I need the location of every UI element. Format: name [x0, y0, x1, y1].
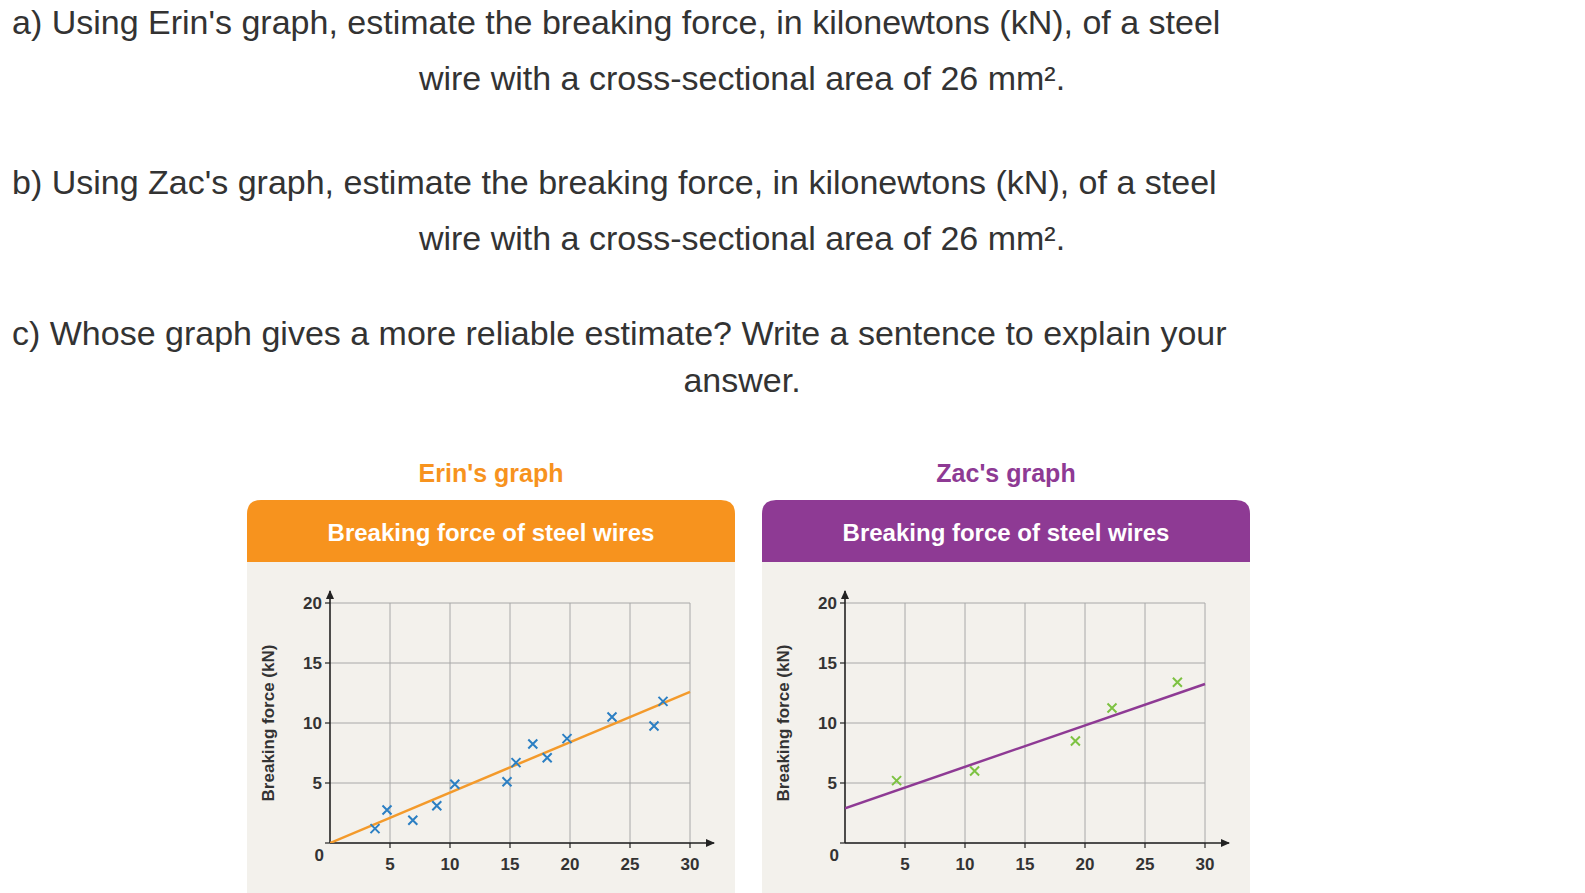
chart-title: Breaking force of steel wires	[328, 519, 655, 546]
data-point	[512, 758, 521, 767]
tick	[840, 602, 845, 603]
tick-label: 5	[385, 855, 394, 874]
tick	[1084, 843, 1085, 848]
grid-line	[330, 663, 690, 664]
tick-label: 0	[830, 846, 839, 865]
question-text: wire with a cross-sectional area of 26 m…	[418, 219, 1065, 257]
tick-label: 30	[1196, 855, 1215, 874]
tick	[904, 843, 905, 848]
tick-label: 10	[303, 714, 322, 733]
tick	[1144, 843, 1145, 848]
tick-label: 5	[313, 774, 322, 793]
tick	[840, 842, 845, 843]
tick-label: 5	[900, 855, 909, 874]
best-fit-line	[845, 684, 1205, 808]
header-bar	[762, 500, 1250, 562]
question-text: wire with a cross-sectional area of 26 m…	[418, 59, 1065, 97]
chart-title: Breaking force of steel wires	[843, 519, 1170, 546]
y-axis	[329, 591, 331, 843]
tick-label: 5	[828, 774, 837, 793]
tick	[325, 722, 330, 723]
tick	[569, 843, 570, 848]
data-point	[408, 816, 417, 825]
best-fit-line	[330, 692, 690, 843]
tick-label: 15	[303, 654, 322, 673]
axis-label: Breaking force (kN)	[774, 645, 793, 802]
tick-label: 20	[1076, 855, 1095, 874]
tick	[840, 662, 845, 663]
data-point	[650, 722, 659, 731]
tick	[840, 782, 845, 783]
y-axis	[844, 591, 846, 843]
plot-background	[247, 562, 735, 893]
tick	[1024, 843, 1025, 848]
tick-label: 15	[1016, 855, 1035, 874]
data-point	[1173, 678, 1182, 687]
question-text: c) Whose graph gives a more reliable est…	[12, 314, 1227, 352]
marks	[845, 678, 1205, 809]
x-axis	[845, 842, 1229, 844]
tick	[449, 843, 450, 848]
data-point	[503, 777, 512, 786]
x-axis	[330, 842, 714, 844]
data-point	[543, 753, 552, 762]
question-text: a) Using Erin's graph, estimate the brea…	[12, 3, 1220, 41]
page: a) Using Erin's graph, estimate the brea…	[0, 0, 1585, 893]
data-point	[1108, 704, 1117, 713]
tick-label: 25	[621, 855, 640, 874]
tick-label: 0	[315, 846, 324, 865]
tick	[629, 843, 630, 848]
tick-label: 20	[561, 855, 580, 874]
panel-heading: Erin's graph	[419, 459, 564, 487]
tick	[840, 722, 845, 723]
tick	[325, 782, 330, 783]
tick	[389, 843, 390, 848]
plot-background	[762, 562, 1250, 893]
question-text: b) Using Zac's graph, estimate the break…	[12, 163, 1217, 201]
axis-label: Breaking force (kN)	[259, 645, 278, 802]
grid-line	[330, 603, 690, 604]
data-point	[528, 740, 537, 749]
data-point	[371, 824, 380, 833]
grid-line	[845, 603, 1205, 604]
grid-line	[330, 723, 690, 724]
panel-heading: Zac's graph	[936, 459, 1075, 487]
marks	[330, 692, 690, 843]
data-point	[892, 776, 901, 785]
chart: Zac's graph Breaking force of steel wires…	[762, 459, 1250, 893]
data-point	[659, 697, 668, 706]
tick-label: 25	[1136, 855, 1155, 874]
grid-line	[845, 723, 1205, 724]
tick-label: 10	[441, 855, 460, 874]
tick-label: 15	[818, 654, 837, 673]
tick-label: 20	[303, 594, 322, 613]
data-point	[563, 734, 572, 743]
question-text: answer.	[683, 361, 800, 399]
data-point	[383, 806, 392, 815]
header-bar	[247, 500, 735, 562]
tick-label: 10	[956, 855, 975, 874]
tick-label: 30	[681, 855, 700, 874]
tick	[325, 842, 330, 843]
tick	[325, 602, 330, 603]
tick	[964, 843, 965, 848]
tick-label: 10	[818, 714, 837, 733]
tick-label: 15	[501, 855, 520, 874]
data-point	[608, 713, 617, 722]
data-point	[970, 767, 979, 776]
chart: Erin's graph Breaking force of steel wire…	[247, 459, 735, 893]
data-point	[1071, 737, 1080, 746]
tick-label: 20	[818, 594, 837, 613]
grid-line	[845, 663, 1205, 664]
tick	[1204, 843, 1205, 848]
tick	[509, 843, 510, 848]
tick	[325, 662, 330, 663]
data-point	[432, 801, 441, 810]
grid-line	[330, 783, 690, 784]
data-point	[450, 780, 459, 789]
tick	[689, 843, 690, 848]
